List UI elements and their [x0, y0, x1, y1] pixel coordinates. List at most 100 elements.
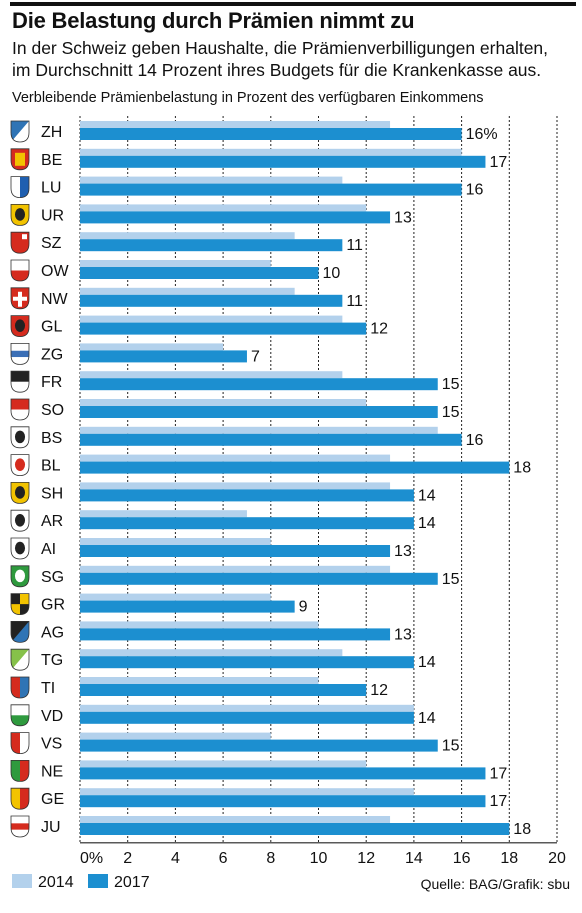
category-label: VD [41, 708, 63, 725]
category-label: NE [41, 763, 63, 780]
bar-2017 [80, 545, 391, 557]
sg-coat-of-arms-icon [10, 565, 30, 588]
source-note: Quelle: BAG/Grafik: sbu [420, 876, 570, 892]
bar-2014 [80, 816, 391, 823]
bar-2014 [80, 593, 271, 601]
legend-label-2014: 2014 [38, 874, 74, 891]
value-label: 13 [394, 209, 412, 226]
fr-coat-of-arms-icon [10, 370, 30, 393]
bar-2014 [80, 399, 367, 406]
category-label: AG [41, 624, 64, 641]
value-label: 11 [346, 293, 363, 310]
category-label: ZG [41, 346, 63, 363]
bar-2017 [80, 239, 343, 252]
bar-2014 [80, 232, 295, 240]
ne-coat-of-arms-icon [10, 760, 30, 782]
category-label: TG [41, 652, 63, 669]
category-label: BS [41, 430, 62, 447]
category-label: SH [41, 485, 63, 502]
bar-2014 [80, 204, 367, 212]
bar-2014 [80, 649, 343, 657]
unit-label: Verbleibende Prämienbelastung in Prozent… [12, 90, 484, 106]
category-label: GR [41, 597, 65, 614]
sz-coat-of-arms-icon [10, 231, 30, 254]
bar-2017 [80, 350, 247, 363]
bar-2014 [80, 704, 414, 712]
x-tick-label: 20 [548, 850, 566, 867]
bar-2017 [80, 322, 367, 335]
bar-2014 [80, 677, 319, 684]
ge-coat-of-arms-icon [10, 787, 30, 810]
value-label: 15 [442, 376, 460, 393]
x-tick-label: 8 [266, 850, 275, 867]
value-label: 15 [442, 738, 460, 755]
ar-coat-of-arms-icon [10, 509, 30, 532]
bar-2017 [80, 489, 414, 502]
bar-2014 [80, 454, 391, 462]
bar-2017 [80, 183, 462, 196]
category-label: TI [41, 680, 55, 697]
x-tick-label: 14 [405, 850, 423, 867]
category-label: JU [41, 819, 61, 836]
category-label: OW [41, 263, 69, 280]
bar-2014 [80, 788, 414, 796]
bar-2017 [80, 406, 438, 418]
bar-2014 [80, 260, 271, 267]
vd-coat-of-arms-icon [10, 704, 30, 727]
bar-2014 [80, 760, 367, 768]
so-coat-of-arms-icon [10, 398, 30, 421]
bar-2014 [80, 621, 319, 629]
legend-swatch-2014 [12, 874, 32, 888]
bar-2017 [80, 267, 319, 279]
category-label: BE [41, 152, 62, 169]
bar-2017 [80, 739, 438, 752]
category-label: GL [41, 319, 62, 336]
bar-2014 [80, 732, 271, 740]
bar-2017 [80, 600, 295, 613]
value-label: 14 [418, 710, 436, 727]
bar-2017 [80, 433, 462, 446]
value-label: 16 [466, 182, 484, 199]
bar-2014 [80, 565, 391, 573]
bar-2017 [80, 155, 486, 168]
bar-2014 [80, 343, 224, 351]
bar-2014 [80, 371, 343, 379]
bar-2017 [80, 378, 438, 391]
bar-2014 [80, 176, 343, 184]
bar-2014 [80, 482, 391, 490]
ow-coat-of-arms-icon [10, 259, 30, 282]
value-label: 18 [513, 821, 531, 838]
category-label: SG [41, 569, 64, 586]
bar-2014 [80, 148, 462, 156]
ur-coat-of-arms-icon [10, 204, 30, 226]
ai-coat-of-arms-icon [10, 537, 30, 560]
bar-2017 [80, 684, 367, 696]
bar-2014 [80, 510, 247, 518]
x-tick-label: 0% [80, 850, 103, 867]
lu-coat-of-arms-icon [10, 176, 30, 199]
ju-coat-of-arms-icon [10, 815, 30, 838]
x-tick-label: 10 [310, 850, 328, 867]
bar-2014 [80, 315, 343, 323]
value-label: 16 [466, 432, 484, 449]
category-label: NW [41, 291, 69, 308]
value-label: 17 [489, 154, 507, 171]
chart-subtitle: In der Schweiz geben Haushalte, die Präm… [12, 37, 578, 81]
value-label: 14 [418, 487, 436, 504]
zg-coat-of-arms-icon [10, 343, 30, 365]
bar-2017 [80, 211, 391, 224]
value-label: 15 [442, 571, 460, 588]
bar-2017 [80, 461, 510, 474]
value-label: 10 [323, 265, 341, 282]
value-label: 12 [370, 321, 388, 338]
category-label: SZ [41, 235, 62, 252]
category-label: SO [41, 402, 64, 419]
value-label: 15 [442, 404, 460, 421]
category-label: AR [41, 513, 63, 530]
category-label: BL [41, 458, 61, 475]
gr-coat-of-arms-icon [10, 593, 30, 616]
category-label: LU [41, 180, 61, 197]
bar-2017 [80, 767, 486, 780]
x-tick-label: 12 [357, 850, 375, 867]
